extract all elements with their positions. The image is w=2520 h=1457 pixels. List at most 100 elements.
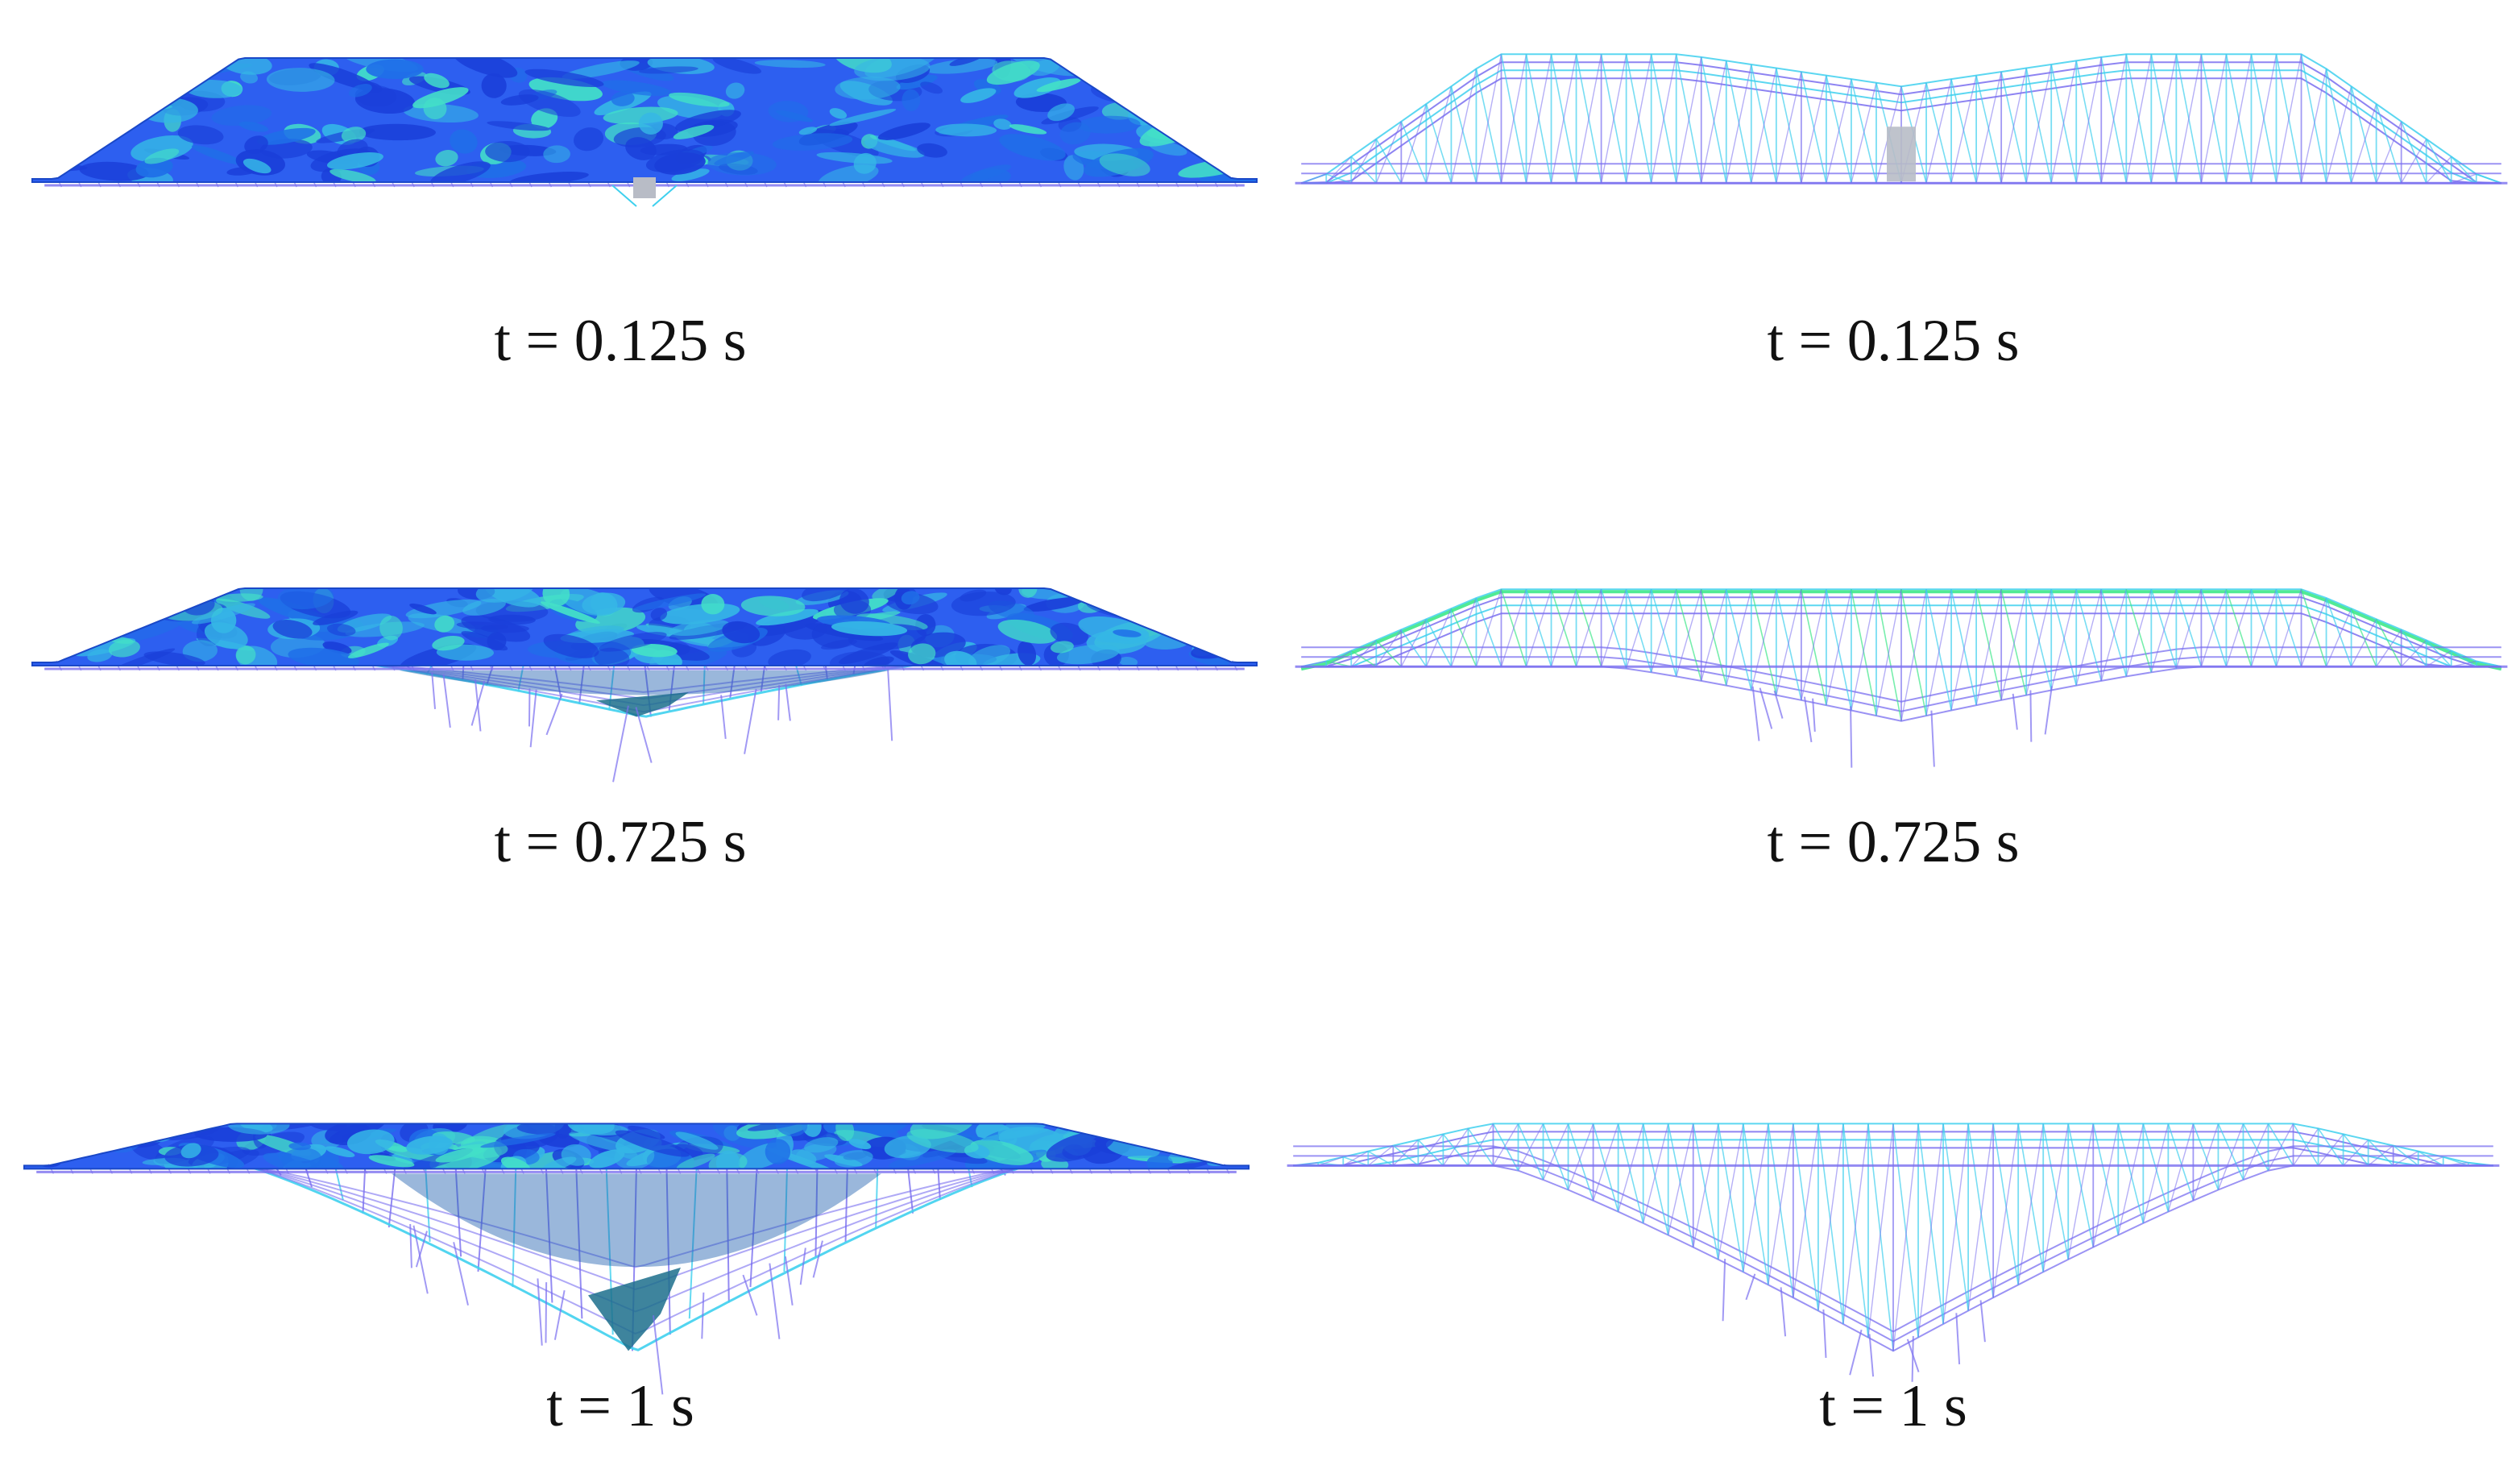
- diagonal-member: [2300, 588, 2327, 667]
- dangling-member: [545, 1282, 548, 1343]
- diagonal-member: [1700, 588, 1727, 686]
- stress-patch: [712, 58, 762, 74]
- stress-patch: [524, 68, 604, 88]
- stress-patch: [632, 644, 678, 658]
- stress-patch: [27, 1123, 81, 1142]
- dangling-member: [742, 1274, 758, 1316]
- stress-patch: [676, 1153, 715, 1169]
- diagonal-member: [1743, 1123, 1769, 1285]
- frame-member: [545, 1165, 553, 1303]
- diagonal-member: [1450, 68, 1478, 184]
- collapsed-frame-lines: [147, 1164, 1121, 1395]
- diagonal-member: [2317, 1127, 2344, 1166]
- stress-patch: [569, 1132, 633, 1153]
- diagonal-member: [2350, 608, 2377, 667]
- stress-patch: [801, 1123, 822, 1137]
- diagonal-member: [1417, 1139, 1444, 1166]
- stress-patch: [487, 632, 507, 651]
- frame-member: [388, 1165, 396, 1228]
- diagonal-member: [2050, 589, 2077, 691]
- diagonal-member: [2300, 68, 2327, 184]
- stress-patch: [542, 588, 570, 607]
- diagonal-member: [2125, 54, 2153, 184]
- diagonal-member: [2401, 139, 2427, 184]
- stress-patch: [456, 621, 508, 630]
- diagonal-member: [1492, 1123, 1519, 1171]
- stress-patch: [462, 598, 506, 616]
- diagonal-member: [2167, 1123, 2195, 1212]
- stress-patch: [32, 616, 68, 642]
- stress-patch: [148, 588, 177, 600]
- stress-patch: [1232, 1141, 1249, 1161]
- diagonal-member: [1343, 1156, 1369, 1167]
- space-frame: [1295, 53, 2508, 185]
- diagonal-member: [2451, 650, 2477, 667]
- diagonal-member: [1425, 608, 1453, 667]
- stress-patch: [1212, 58, 1257, 75]
- stress-patch: [725, 82, 745, 99]
- diagonal-member: [2117, 1123, 2145, 1224]
- stress-patch: [281, 1147, 322, 1169]
- stress-patch: [675, 1131, 719, 1150]
- diagonal-member: [1625, 54, 1652, 184]
- diagonal-member: [2217, 1123, 2244, 1181]
- stress-patch: [798, 127, 818, 135]
- diagonal-member: [1550, 54, 1577, 184]
- stress-patch: [359, 123, 436, 141]
- diagonal-member: [1525, 588, 1552, 667]
- diagonal-member: [1701, 60, 1727, 184]
- stress-patch: [831, 621, 908, 637]
- stress-patch: [834, 1150, 873, 1168]
- stress-patch: [615, 1130, 690, 1157]
- stress-patch: [906, 1129, 979, 1153]
- diagonal-member: [1726, 64, 1752, 184]
- diagonal-member: [2025, 589, 2052, 695]
- diagonal-member: [1625, 588, 1652, 673]
- diagonal-member: [2167, 1123, 2195, 1202]
- stress-patch: [485, 140, 530, 163]
- diagonal-member: [1350, 650, 1377, 667]
- dangling-member: [470, 680, 486, 726]
- diagonal-member: [1743, 1123, 1769, 1272]
- diagonal-member: [1475, 68, 1502, 184]
- dangling-member: [1780, 1287, 1787, 1337]
- dangling-member: [2044, 686, 2053, 735]
- diagonal-member: [2426, 639, 2452, 667]
- stress-patch: [32, 150, 93, 158]
- stress-patch: [740, 596, 806, 616]
- stress-patch: [1150, 605, 1188, 618]
- diagonal-member: [2292, 1127, 2319, 1166]
- stress-patch: [1046, 1131, 1115, 1162]
- dangling-member: [545, 693, 563, 736]
- dangling-member: [529, 689, 537, 748]
- diagonal-member: [2242, 1123, 2269, 1181]
- stress-patch: [540, 601, 600, 624]
- diagonal-member: [2300, 54, 2327, 184]
- stress-patch: [654, 152, 706, 175]
- frame-member: [362, 1165, 367, 1214]
- diagonal-member: [2142, 1123, 2170, 1212]
- stress-patch: [1221, 99, 1257, 125]
- stress-patch: [32, 164, 88, 172]
- collapsed-mass: [392, 1173, 881, 1268]
- stress-patch: [58, 104, 86, 119]
- diagonal-member: [2217, 1123, 2244, 1190]
- stress-patch: [55, 58, 112, 77]
- stress-patch: [177, 125, 224, 145]
- diagonal-member: [1917, 1123, 1944, 1325]
- diagonal-member: [2300, 597, 2327, 667]
- dangling-member: [812, 1240, 823, 1278]
- diagonal-member: [2275, 54, 2302, 184]
- diagonal-member: [2375, 121, 2402, 184]
- diagonal-member: [2292, 1123, 2319, 1166]
- stress-patch: [24, 1142, 70, 1159]
- frame-member: [575, 1165, 583, 1319]
- diagonal-member: [1801, 589, 1827, 700]
- stress-patch: [543, 633, 599, 658]
- stress-patch: [266, 68, 335, 92]
- diagonal-member: [1350, 156, 1377, 184]
- stress-patch: [888, 1149, 956, 1169]
- stress-patch: [944, 650, 977, 666]
- diagonal-member: [1425, 618, 1453, 667]
